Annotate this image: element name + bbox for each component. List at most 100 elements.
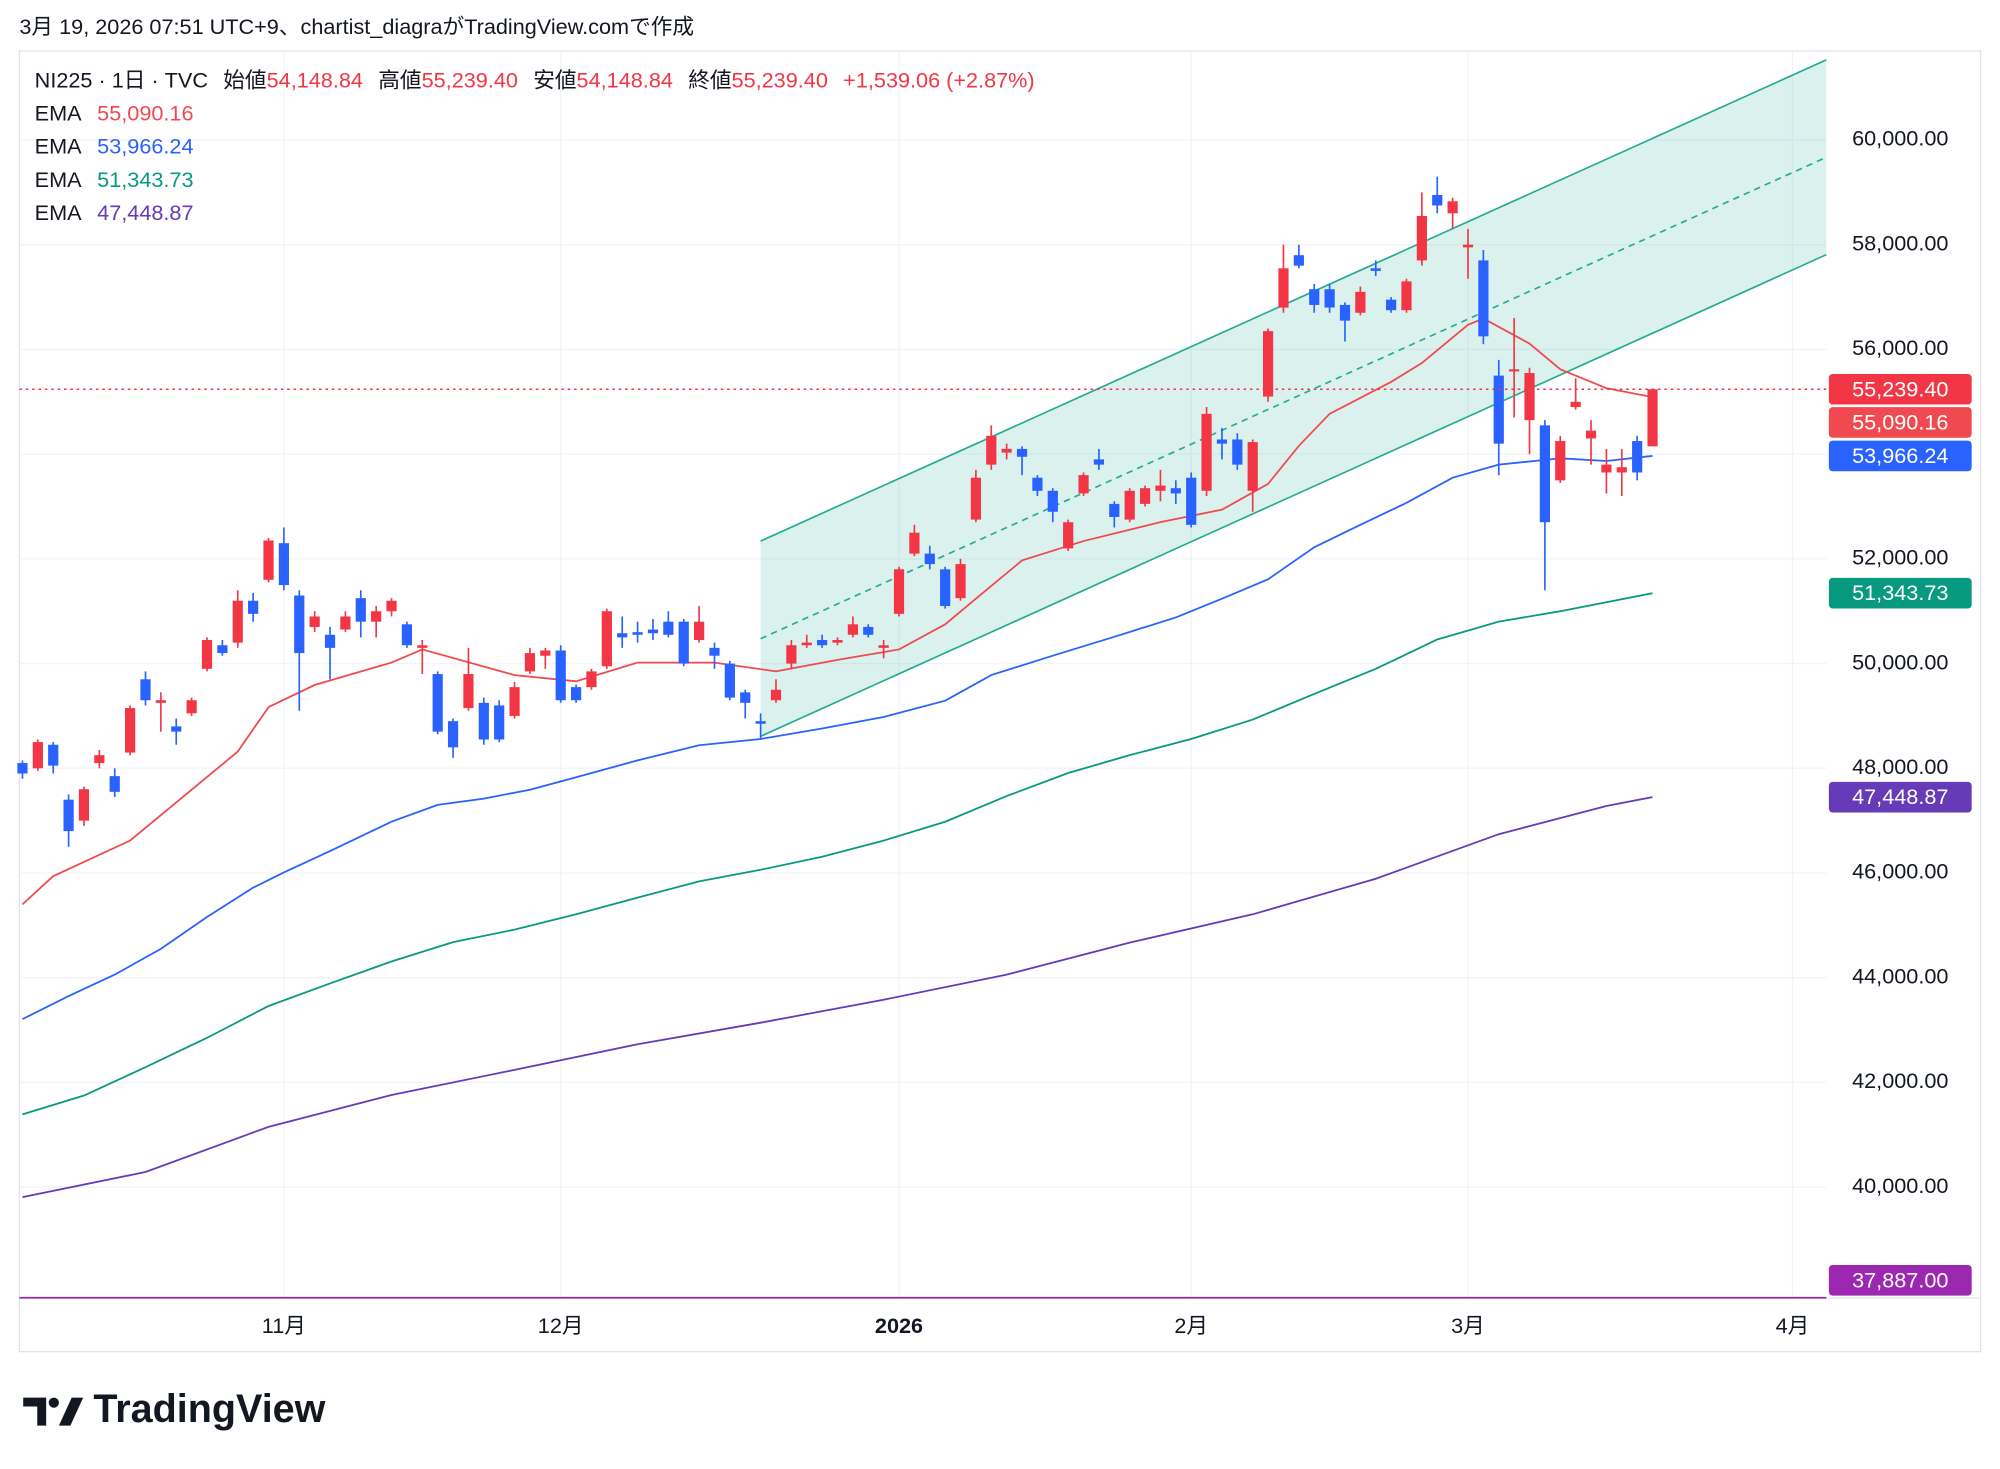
candle-body (570, 687, 582, 701)
candle-body (1216, 439, 1228, 444)
price-tag-label: 47,448.87 (1852, 784, 1948, 809)
candle-body (309, 616, 320, 627)
candle-body (970, 477, 982, 520)
y-tick-label: 48,000.00 (1852, 754, 1948, 779)
candle-body (232, 600, 243, 643)
x-tick-label: 4月 (1776, 1313, 1810, 1338)
candle-body (755, 721, 766, 724)
legend-name: EMA (35, 200, 82, 225)
candle-body (1262, 331, 1274, 397)
logo-mark (58, 1397, 84, 1426)
x-tick-label: 12月 (538, 1313, 584, 1338)
candle-body (1016, 448, 1028, 457)
x-tick-label: 2026 (875, 1313, 923, 1338)
candle-body (294, 595, 305, 654)
legend-value: 55,090.16 (97, 100, 193, 125)
legend-value: 51,343.73 (97, 167, 193, 192)
price-tag (1828, 781, 1972, 813)
candle-body (647, 629, 659, 634)
candle-body (1139, 488, 1151, 504)
candle-body (32, 742, 43, 769)
candle-body (1324, 289, 1335, 308)
candle-body (217, 645, 228, 654)
candle-body (1339, 304, 1351, 321)
logo-mark (23, 1397, 47, 1426)
plot-area: 11月 12月 2026 2月 3月 4月 40,000.00 42,000.00 44,000… (17, 51, 1981, 1338)
logo (23, 1397, 84, 1426)
candle-body (340, 616, 351, 630)
candle-body (1124, 490, 1135, 520)
candle-body (494, 705, 505, 740)
candle-body (1478, 260, 1489, 337)
candle-body (263, 540, 274, 580)
legend-value: 54,148.84 (577, 67, 673, 92)
candle-body (1370, 268, 1381, 271)
candle-body (1278, 268, 1289, 308)
candle-body (432, 674, 443, 732)
candle-body (1186, 477, 1197, 525)
candle-body (1432, 194, 1443, 206)
candle-body (78, 789, 90, 821)
candle-body (617, 633, 628, 638)
candle-body (555, 650, 566, 701)
candle-body (1601, 464, 1612, 473)
candle-body (817, 640, 828, 646)
candle-body (709, 647, 720, 656)
logo-mark (48, 1397, 59, 1408)
candle-body (540, 650, 551, 656)
y-tick-label: 56,000.00 (1852, 335, 1948, 360)
candle-body (1524, 372, 1535, 421)
legend-change: +1,539.06 (+2.87%) (843, 67, 1034, 92)
y-tick-label: 42,000.00 (1852, 1068, 1948, 1093)
candle-body (1109, 503, 1120, 517)
candle-body (201, 640, 213, 669)
y-tick-label: 44,000.00 (1852, 963, 1948, 988)
candle-body (678, 621, 689, 664)
price-tag-label: 55,239.40 (1852, 376, 1948, 401)
y-tick-label: 60,000.00 (1852, 126, 1948, 151)
candle-body (109, 776, 120, 792)
candle-body (1232, 439, 1243, 465)
candle-body (1632, 441, 1643, 473)
price-tag (1828, 407, 1972, 438)
candle-body (863, 626, 874, 635)
candle-body (601, 611, 612, 667)
legend-label: 終値 (688, 67, 731, 92)
candle-body (1047, 490, 1058, 512)
price-tag (1828, 1264, 1972, 1296)
candle-body (125, 708, 136, 753)
candle-body (724, 663, 735, 698)
candle-body (786, 645, 797, 664)
candle-body (1355, 291, 1366, 313)
candle-body (386, 600, 397, 612)
candle-body (1539, 425, 1550, 523)
candle-body (171, 726, 182, 732)
candle-body (1001, 448, 1012, 453)
chart-title: 3月 19, 2026 07:51 UTC+9、chartist_diagraが… (19, 14, 694, 39)
candle-body (586, 671, 597, 688)
candle-body (770, 689, 782, 701)
candle-body (94, 755, 105, 764)
candle-body (955, 564, 966, 599)
legend-value: 47,448.87 (97, 200, 193, 225)
candle-body (1155, 485, 1166, 491)
candle-body (847, 624, 858, 635)
channel-upper (760, 59, 1827, 542)
legend-label: 始値 (223, 67, 266, 92)
candle-body (1555, 441, 1566, 481)
candle-body (1201, 413, 1212, 491)
ema-line (21, 317, 1653, 906)
candle-body (1493, 375, 1504, 444)
candle-body (140, 679, 151, 701)
candle-body (371, 611, 382, 622)
candle-body (1616, 467, 1627, 473)
ema-line (22, 592, 1653, 1116)
candle-body (1386, 299, 1397, 311)
y-tick-label: 46,000.00 (1852, 859, 1948, 884)
candle-body (1570, 401, 1581, 408)
ohlc-legend: NI225 · 1日 · TVC 始値54,148.84 高値55,239.40 安値… (35, 67, 1035, 92)
x-tick-label: 2月 (1174, 1313, 1208, 1338)
legend-value: 54,148.84 (267, 67, 363, 92)
candle-body (509, 687, 520, 716)
price-tag-label: 51,343.73 (1852, 580, 1948, 605)
